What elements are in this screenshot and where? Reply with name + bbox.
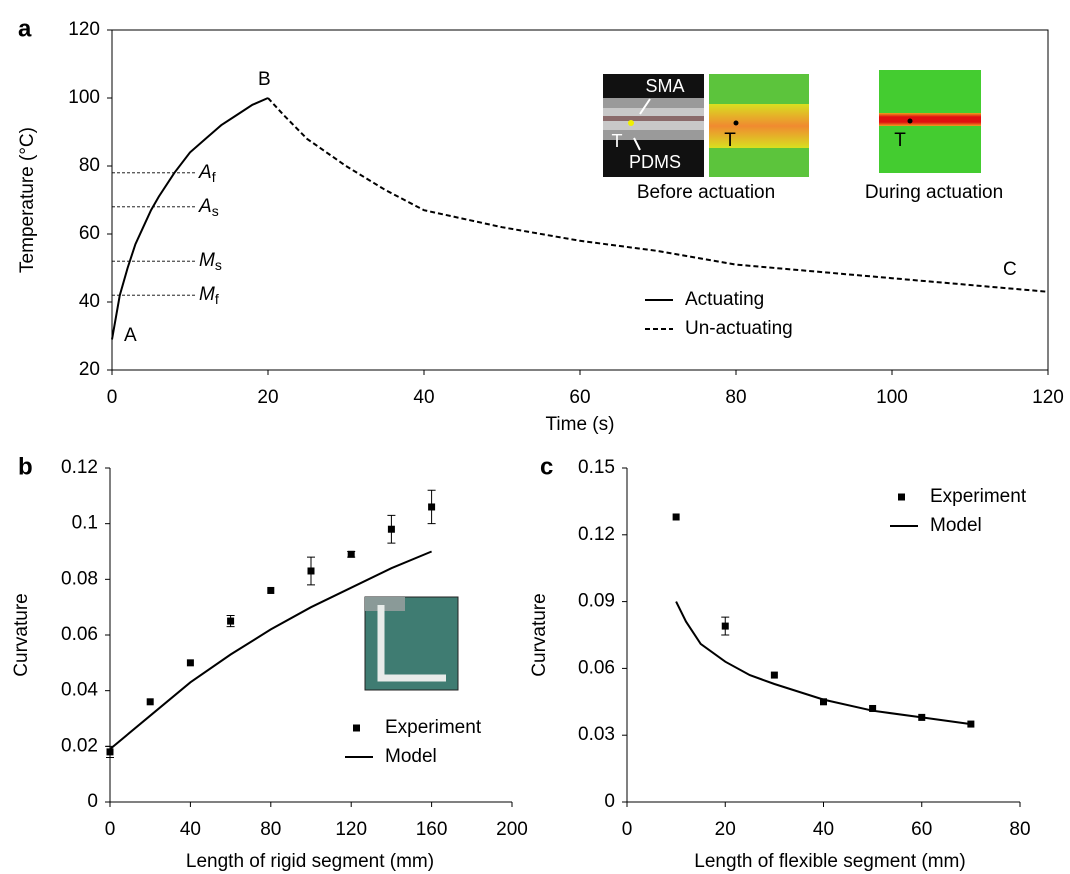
inset-label: T	[724, 130, 736, 151]
figure: a Time (s) Temperature (°C) 20 40 60 80 100 120 0…	[0, 0, 1070, 874]
y-tick-label: 0.03	[578, 724, 615, 745]
reference-label: Ms	[199, 250, 222, 273]
data-point	[267, 587, 274, 594]
data-point	[187, 659, 194, 666]
data-point	[771, 672, 778, 679]
reference-symbol: M	[199, 284, 215, 305]
reference-subscript: s	[212, 203, 219, 219]
data-point	[348, 551, 355, 558]
y-axis-title: Temperature (°C)	[17, 127, 38, 273]
x-tick-label: 40	[413, 387, 434, 408]
x-tick-label: 0	[107, 387, 118, 408]
x-axis-title: Length of rigid segment (mm)	[186, 851, 434, 872]
x-tick-label: 100	[876, 387, 908, 408]
inset-label: PDMS	[629, 152, 681, 172]
data-point	[147, 698, 154, 705]
x-tick-label: 160	[416, 819, 448, 840]
panel-label: a	[18, 15, 32, 42]
data-point	[308, 567, 315, 574]
x-tick-label: 20	[715, 819, 736, 840]
inset-label: Before actuation	[637, 182, 775, 203]
y-tick-label: 0.15	[578, 457, 615, 478]
y-tick-label: 120	[68, 19, 100, 40]
reference-label: As	[198, 196, 219, 219]
legend-label: Experiment	[930, 486, 1027, 507]
y-axis-title: Curvature	[11, 593, 32, 676]
legend-marker	[898, 494, 905, 501]
y-tick-label: 0.12	[578, 524, 615, 545]
x-tick-label: 40	[813, 819, 834, 840]
reference-symbol: M	[199, 250, 215, 271]
x-tick-label: 40	[180, 819, 201, 840]
x-tick-label: 60	[569, 387, 590, 408]
y-tick-label: 60	[79, 223, 100, 244]
x-tick-label: 200	[496, 819, 528, 840]
series-line	[676, 602, 971, 725]
point-label: A	[124, 325, 137, 346]
x-tick-label: 60	[911, 819, 932, 840]
inset-label: SMA	[645, 76, 684, 96]
y-tick-label: 0.06	[61, 624, 98, 645]
y-tick-label: 80	[79, 155, 100, 176]
y-tick-label: 0.09	[578, 591, 615, 612]
y-tick-label: 0.02	[61, 735, 98, 756]
reference-label: Mf	[199, 284, 219, 307]
x-tick-label: 0	[105, 819, 116, 840]
x-tick-label: 120	[335, 819, 367, 840]
data-point	[227, 618, 234, 625]
reference-subscript: s	[215, 257, 222, 273]
y-tick-label: 0.04	[61, 680, 98, 701]
data-point	[722, 623, 729, 630]
inset-photo	[365, 597, 458, 690]
y-tick-label: 0.08	[61, 568, 98, 589]
y-tick-label: 40	[79, 291, 100, 312]
x-tick-label: 0	[622, 819, 633, 840]
reference-subscript: f	[212, 169, 216, 185]
panel-label: c	[540, 453, 553, 480]
y-tick-label: 0.12	[61, 457, 98, 478]
y-tick-label: 100	[68, 87, 100, 108]
x-axis-title: Time (s)	[546, 414, 615, 435]
point-label: C	[1003, 259, 1017, 280]
legend-label: Un-actuating	[685, 318, 793, 339]
reference-label: Af	[198, 162, 216, 185]
legend-marker	[353, 725, 360, 732]
y-tick-label: 0.06	[578, 657, 615, 678]
y-tick-label: 0	[604, 791, 615, 812]
y-tick-label: 0	[87, 791, 98, 812]
point-label: B	[258, 69, 271, 90]
inset-label: During actuation	[865, 182, 1003, 203]
x-tick-label: 20	[257, 387, 278, 408]
x-tick-label: 120	[1032, 387, 1064, 408]
reference-symbol: A	[198, 162, 212, 183]
legend-label: Model	[930, 515, 982, 536]
data-point	[107, 748, 114, 755]
y-axis-title: Curvature	[529, 593, 550, 676]
panel-label: b	[18, 453, 33, 480]
legend-label: Model	[385, 746, 437, 767]
reference-subscript: f	[215, 291, 219, 307]
y-tick-label: 0.1	[72, 513, 98, 534]
x-tick-label: 80	[1009, 819, 1030, 840]
inset-label: T	[894, 130, 906, 151]
data-point	[388, 526, 395, 533]
legend-label: Experiment	[385, 717, 482, 738]
data-point	[673, 513, 680, 520]
x-tick-label: 80	[260, 819, 281, 840]
series-line	[112, 98, 268, 339]
y-tick-label: 20	[79, 359, 100, 380]
reference-symbol: A	[198, 196, 212, 217]
inset-label: T	[612, 131, 623, 151]
legend-label: Actuating	[685, 289, 764, 310]
data-point	[428, 503, 435, 510]
x-tick-label: 80	[725, 387, 746, 408]
x-axis-title: Length of flexible segment (mm)	[694, 851, 965, 872]
